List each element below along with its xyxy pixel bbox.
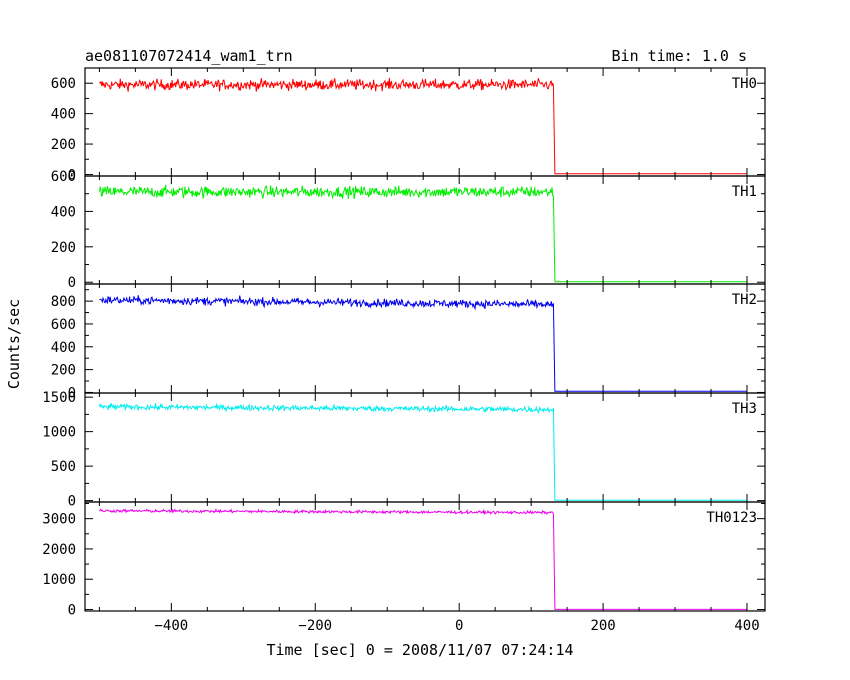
series-line-th2 — [99, 295, 748, 392]
x-axis-label: Time [sec] 0 = 2008/11/07 07:24:14 — [266, 641, 573, 659]
panel-label-th0: TH0 — [732, 76, 757, 92]
x-tick-label: 0 — [455, 618, 463, 634]
x-tick-label: −200 — [298, 618, 332, 634]
y-tick-label: 500 — [51, 459, 76, 475]
series-line-th1 — [98, 184, 748, 283]
x-tick-label: 200 — [590, 618, 615, 634]
y-tick-label: 200 — [51, 137, 76, 153]
panel-frame — [84, 283, 766, 394]
y-tick-label: 0 — [68, 275, 76, 291]
panel-label-th0123: TH0123 — [706, 510, 757, 526]
y-tick-label: 600 — [51, 317, 76, 333]
y-tick-label: 0 — [68, 167, 76, 183]
chart-title: ae081107072414_wam1_trn — [85, 47, 293, 65]
y-tick-label: 200 — [51, 363, 76, 379]
panel-th1: 0 200 400 600 TH1 — [51, 169, 766, 291]
bin-time-label: Bin time: 1.0 s — [612, 47, 747, 65]
y-tick-label: 600 — [51, 76, 76, 92]
y-tick-label: 200 — [51, 240, 76, 256]
x-tick-label: 400 — [734, 618, 759, 634]
y-tick-label: 400 — [51, 107, 76, 123]
y-tick-label: 1500 — [42, 390, 76, 406]
panels-group: 0 200 400 600 TH0 0 200 400 600 TH1 0 200 400 600 800 T… — [42, 67, 766, 634]
y-tick-label: 1000 — [42, 425, 76, 441]
panel-th2: 0 200 400 600 800 TH2 — [51, 283, 766, 401]
y-tick-label: 400 — [51, 204, 76, 220]
panel-frame — [84, 501, 766, 612]
y-tick-label: 0 — [68, 385, 76, 401]
panel-label-th2: TH2 — [732, 292, 757, 308]
y-tick-label: 0 — [68, 602, 76, 618]
y-axis-label: Counts/sec — [5, 299, 23, 389]
y-tick-label: 3000 — [42, 512, 76, 528]
y-tick-label: 600 — [51, 169, 76, 185]
x-tick-label: −400 — [154, 618, 188, 634]
panel-th0: 0 200 400 600 TH0 — [51, 67, 766, 183]
panel-label-th1: TH1 — [732, 184, 757, 200]
panel-th0123: −400 −200 0 200 400 0 1000 2000 3000 TH0123 — [42, 501, 766, 634]
panel-label-th3: TH3 — [732, 401, 757, 417]
y-tick-label: 1000 — [42, 572, 76, 588]
y-tick-label: 2000 — [42, 542, 76, 558]
y-tick-label: 800 — [51, 294, 76, 310]
panel-th3: 0 500 1000 1500 TH3 — [42, 390, 766, 510]
series-line-th0123 — [99, 507, 748, 610]
series-line-th3 — [98, 402, 748, 501]
y-tick-label: 0 — [68, 494, 76, 510]
y-tick-label: 400 — [51, 340, 76, 356]
series-line-th0 — [99, 77, 748, 175]
